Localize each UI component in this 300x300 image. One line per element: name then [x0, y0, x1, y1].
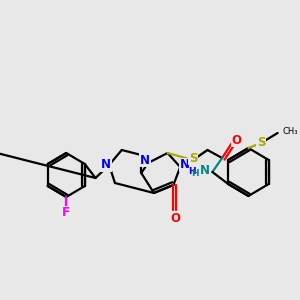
Text: H: H [188, 167, 196, 176]
Text: S: S [257, 136, 265, 149]
Text: S: S [189, 152, 197, 164]
Text: CH₃: CH₃ [283, 127, 298, 136]
Text: O: O [232, 134, 242, 146]
Text: N: N [180, 158, 190, 172]
Text: N: N [140, 154, 150, 166]
Text: N: N [101, 158, 111, 172]
Text: N: N [200, 164, 210, 176]
Text: O: O [170, 212, 180, 224]
Text: H: H [191, 169, 199, 178]
Text: F: F [62, 206, 70, 220]
